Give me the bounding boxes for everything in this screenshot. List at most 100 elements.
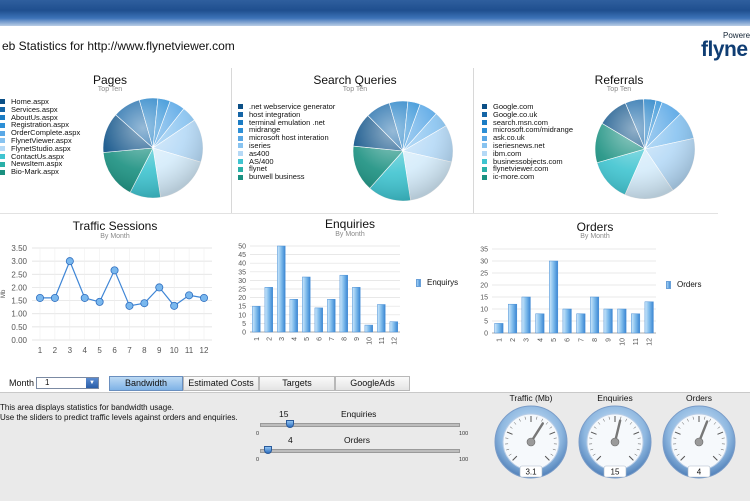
referrals-title: Referrals: [594, 73, 644, 87]
bar: [377, 304, 386, 333]
gauge-tick: [709, 418, 712, 422]
pages-legend-label: Services.aspx: [11, 104, 58, 114]
gauge-tick: [506, 431, 513, 435]
description-line-1: This area displays statistics for bandwi…: [0, 403, 174, 412]
bar: [289, 299, 298, 333]
bar: [508, 303, 518, 334]
pages-legend-item: Home.aspx: [0, 98, 80, 106]
y-tick-label: 45: [238, 252, 246, 259]
gauge-readout: 15: [611, 468, 620, 477]
legend-swatch: [0, 114, 5, 120]
description-text: This area displays statistics for bandwi…: [0, 403, 240, 423]
x-tick-label: 5: [551, 338, 558, 342]
powered-by-label: Powered: [723, 31, 750, 40]
x-tick-label: 10: [170, 346, 179, 355]
legend-swatch: [238, 174, 243, 180]
month-select[interactable]: 1 ▼: [36, 377, 99, 389]
gauge-tick: [628, 455, 634, 461]
gauge-tick: [544, 455, 550, 461]
referrals-legend-item: ibm.com: [482, 148, 573, 158]
orders-slider-max: 100: [459, 457, 469, 463]
data-point: [125, 301, 134, 310]
gauge-readout-box: [519, 465, 543, 478]
flynet-logo: flyne: [701, 38, 748, 61]
traffic-sessions-subtitle: By Month: [100, 233, 130, 240]
gauge-tick: [680, 455, 686, 461]
pages-legend-item: Bio-Mark.aspx: [0, 168, 80, 176]
gauge-tick: [590, 431, 597, 435]
y-tick-label: 50: [238, 244, 246, 251]
tab-bandwidth[interactable]: Bandwidth: [109, 376, 183, 391]
legend-swatch: [482, 135, 487, 141]
x-tick-label: 12: [391, 337, 398, 345]
month-label: Month: [9, 378, 35, 388]
pages-legend-label: FlynetViewer.aspx: [11, 135, 72, 145]
search-queries-title: Search Queries: [313, 73, 397, 87]
gauge-tick: [674, 448, 678, 451]
legend-swatch: [238, 127, 243, 133]
bar: [521, 296, 531, 334]
gauge-readout: 4: [697, 468, 702, 477]
y-tick-label: 0.50: [11, 323, 27, 332]
referrals-legend-label: Google.com: [493, 102, 534, 111]
pages-legend-item: Services.aspx: [0, 104, 80, 114]
bar: [352, 287, 361, 333]
gauge-tick: [597, 422, 601, 425]
bar: [339, 274, 348, 333]
gauge-hub: [610, 437, 620, 447]
legend-swatch: [482, 143, 487, 149]
enquiries-slider-thumb[interactable]: [286, 420, 294, 428]
bar: [644, 301, 654, 334]
orders-slider-value: 4: [288, 435, 293, 445]
search-queries-legend-item: microsoft host interation: [238, 134, 335, 142]
search-queries-legend-item: terminal emulation .net: [238, 118, 335, 127]
referrals-legend-item: Google.com: [482, 103, 573, 111]
gauge-tick: [593, 426, 597, 429]
data-point: [65, 257, 74, 266]
bar: [494, 323, 504, 334]
pages-legend-label: FlynetStudio.aspx: [11, 143, 71, 153]
legend-swatch: [482, 174, 487, 180]
referrals-legend-item: iseriesnews.net: [482, 142, 573, 150]
pie-gloss: [103, 98, 203, 198]
pages-legend-item: Registration.aspx: [0, 121, 80, 129]
legend-swatch: [0, 146, 5, 152]
bar: [617, 308, 627, 334]
search-queries-legend-label: iseries: [249, 140, 271, 150]
enquirys-legend: Enquirys: [416, 278, 458, 287]
orders-slider-track[interactable]: [260, 449, 460, 453]
gauges-group: 3.1 15 4: [494, 405, 736, 479]
x-tick-label: 3: [524, 338, 531, 342]
gauge-tick: [513, 422, 517, 425]
tab-targets[interactable]: Targets: [259, 376, 335, 391]
orders-legend: Orders: [666, 280, 701, 289]
legend-swatch: [482, 104, 487, 110]
pages-pie-chart: [102, 97, 204, 199]
bar: [252, 305, 261, 333]
enquiries-slider-track[interactable]: [260, 423, 460, 427]
gauge-tick: [541, 418, 544, 422]
tab-estimated-costs[interactable]: Estimated Costs: [183, 376, 259, 391]
search-queries-legend-item: burwell business: [238, 173, 335, 181]
gauge-hub: [694, 437, 704, 447]
search-queries-legend: .net webservice generator host integratio…: [238, 103, 335, 181]
chevron-down-icon[interactable]: ▼: [86, 378, 98, 388]
pages-subtitle: Top Ten: [97, 86, 123, 93]
series-line: [40, 259, 205, 307]
gauge-tick: [552, 448, 556, 451]
tab-googleads[interactable]: GoogleAds: [335, 376, 410, 391]
gauge-tick: [720, 448, 724, 451]
x-tick-label: 9: [157, 346, 162, 355]
bar: [302, 276, 311, 333]
gauge-tick: [620, 416, 622, 420]
y-tick-label: 3.50: [11, 244, 27, 253]
x-tick-label: 11: [379, 337, 386, 344]
gauge-tick: [634, 453, 638, 456]
bar: [264, 287, 273, 333]
orders-slider-thumb[interactable]: [264, 446, 272, 454]
gauge-readout: 3.1: [525, 468, 537, 477]
x-tick-label: 2: [266, 337, 273, 341]
referrals-legend-label: ibm.com: [493, 148, 522, 158]
bar: [389, 321, 398, 333]
